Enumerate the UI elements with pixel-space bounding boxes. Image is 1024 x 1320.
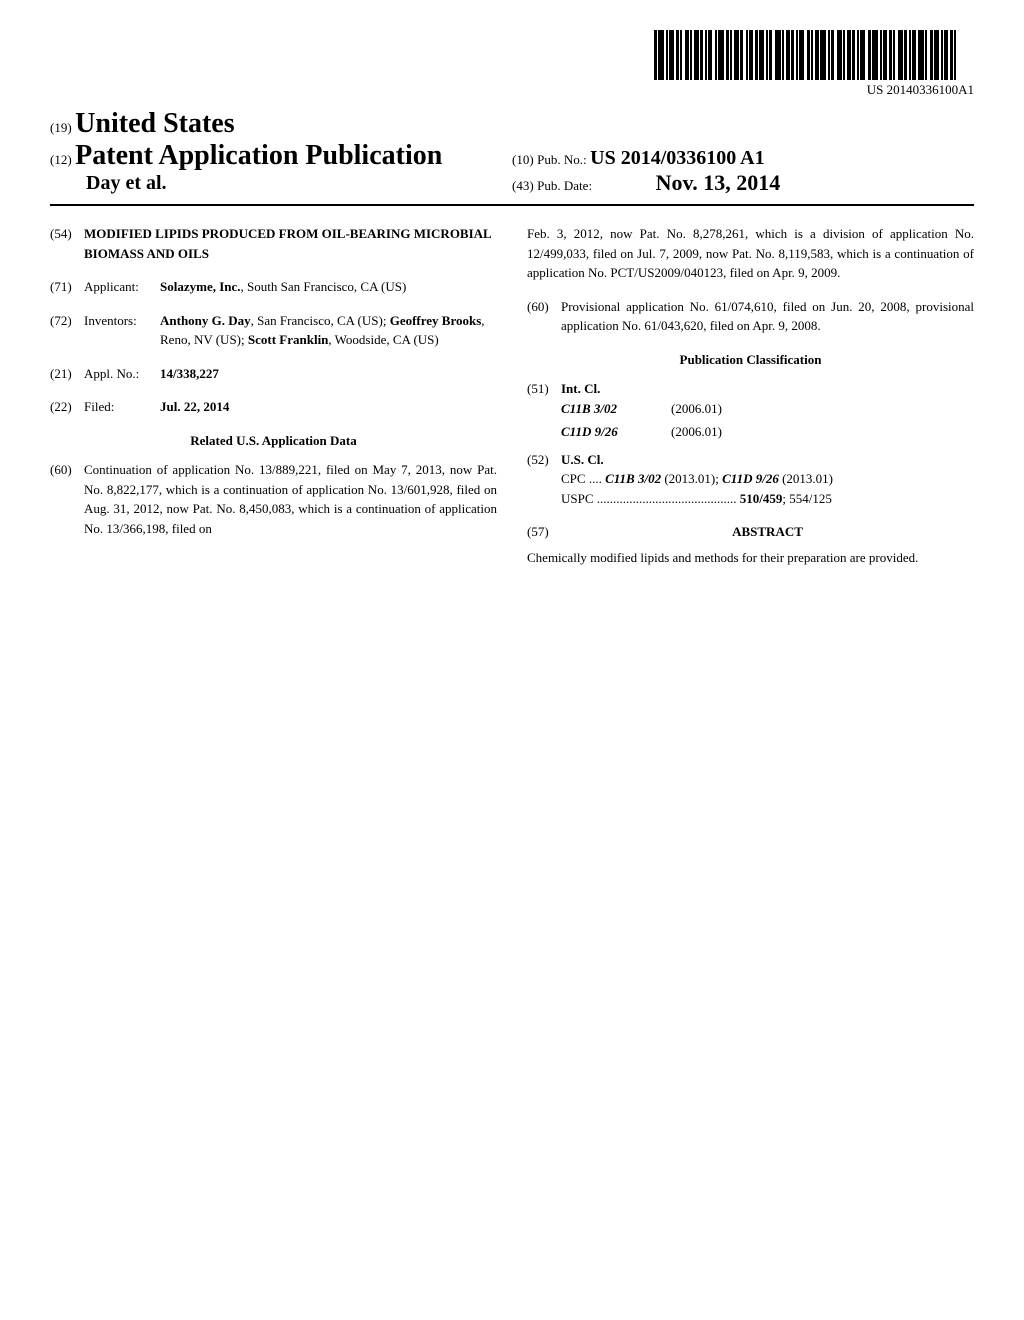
pub-type-code: (12) — [50, 152, 72, 167]
field-60b-text: Provisional application No. 61/074,610, … — [561, 297, 974, 336]
title-right: (10) Pub. No.: US 2014/0336100 A1 (43) P… — [512, 147, 974, 196]
classification-header: Publication Classification — [527, 350, 974, 370]
class-row-1: C11D 9/26 (2006.01) — [561, 422, 974, 442]
authors: Day et al. — [50, 172, 512, 195]
field-22: (22) Filed: Jul. 22, 2014 — [50, 397, 497, 417]
class-year-0: (2006.01) — [671, 399, 974, 419]
inventor-0-name: Anthony G. Day — [160, 313, 251, 328]
content-columns: (54) MODIFIED LIPIDS PRODUCED FROM OIL-B… — [50, 224, 974, 567]
field-51-label: Int. Cl. — [561, 379, 974, 399]
uspc-dots: ........................................… — [594, 491, 737, 506]
pub-no-value: US 2014/0336100 A1 — [590, 147, 764, 169]
header-section: US 20140336100A1 — [50, 30, 974, 98]
class-code-0: C11B 3/02 — [561, 399, 671, 419]
field-72-num: (72) — [50, 311, 84, 350]
field-22-num: (22) — [50, 397, 84, 417]
field-22-value: Jul. 22, 2014 — [160, 397, 497, 417]
field-51: (51) Int. Cl. C11B 3/02 (2006.01) C11D 9… — [527, 379, 974, 446]
uspc-secondary: ; 554/125 — [782, 491, 831, 506]
field-72: (72) Inventors: Anthony G. Day, San Fran… — [50, 311, 497, 350]
applicant-name: Solazyme, Inc. — [160, 279, 241, 294]
cpc-year-0: (2013.01); — [661, 471, 722, 486]
field-54: (54) MODIFIED LIPIDS PRODUCED FROM OIL-B… — [50, 224, 497, 263]
inventor-0-loc: , San Francisco, CA (US); — [251, 313, 390, 328]
field-22-label: Filed: — [84, 397, 160, 417]
cpc-code-0: C11B 3/02 — [605, 471, 661, 486]
pub-date-label: Pub. Date: — [537, 178, 592, 193]
cpc-year-1: (2013.01) — [779, 471, 833, 486]
field-60a-cont: Feb. 3, 2012, now Pat. No. 8,278,261, wh… — [527, 224, 974, 283]
applicant-location: , South San Francisco, CA (US) — [241, 279, 407, 294]
field-57-num: (57) — [527, 522, 561, 542]
field-60b-num: (60) — [527, 297, 561, 336]
related-header: Related U.S. Application Data — [50, 431, 497, 451]
uspc-main: 510/459 — [740, 491, 783, 506]
pub-date-code: (43) — [512, 178, 534, 193]
left-column: (54) MODIFIED LIPIDS PRODUCED FROM OIL-B… — [50, 224, 497, 567]
cpc-label: CPC .... — [561, 471, 602, 486]
class-year-1: (2006.01) — [671, 422, 974, 442]
inventor-1-name: Geoffrey Brooks — [390, 313, 482, 328]
class-row-0: C11B 3/02 (2006.01) — [561, 399, 974, 419]
field-72-content: Anthony G. Day, San Francisco, CA (US); … — [160, 311, 497, 350]
field-21-value: 14/338,227 — [160, 364, 497, 384]
header-right: US 20140336100A1 — [654, 30, 974, 98]
uspc-line: USPC ...................................… — [561, 489, 974, 509]
field-60a-text: Continuation of application No. 13/889,2… — [84, 460, 497, 538]
field-52-num: (52) — [527, 450, 561, 509]
field-52-content: U.S. Cl. CPC .... C11B 3/02 (2013.01); C… — [561, 450, 974, 509]
field-71-label: Applicant: — [84, 277, 160, 297]
cpc-line: CPC .... C11B 3/02 (2013.01); C11D 9/26 … — [561, 469, 974, 489]
field-21-num: (21) — [50, 364, 84, 384]
field-54-title: MODIFIED LIPIDS PRODUCED FROM OIL-BEARIN… — [84, 224, 497, 263]
field-71-content: Solazyme, Inc., South San Francisco, CA … — [160, 277, 497, 297]
field-57: (57) ABSTRACT — [527, 522, 974, 542]
field-57-label: ABSTRACT — [561, 522, 974, 542]
field-71-num: (71) — [50, 277, 84, 297]
field-60a-num: (60) — [50, 460, 84, 538]
barcode-icon — [654, 30, 974, 80]
pub-date-value: Nov. 13, 2014 — [656, 170, 781, 195]
country-code: (19) — [50, 120, 72, 135]
field-60a: (60) Continuation of application No. 13/… — [50, 460, 497, 538]
field-52: (52) U.S. Cl. CPC .... C11B 3/02 (2013.0… — [527, 450, 974, 509]
field-71: (71) Applicant: Solazyme, Inc., South Sa… — [50, 277, 497, 297]
field-54-num: (54) — [50, 224, 84, 263]
field-51-content: Int. Cl. C11B 3/02 (2006.01) C11D 9/26 (… — [561, 379, 974, 446]
title-left: (12) Patent Application Publication Day … — [50, 140, 512, 195]
cpc-code-1: C11D 9/26 — [722, 471, 779, 486]
class-code-1: C11D 9/26 — [561, 422, 671, 442]
uspc-label: USPC — [561, 491, 594, 506]
country-row: (19) United States — [50, 108, 974, 140]
field-52-label: U.S. Cl. — [561, 450, 974, 470]
title-row: (12) Patent Application Publication Day … — [50, 140, 974, 206]
pub-no-code: (10) — [512, 152, 534, 167]
inventor-2-loc: , Woodside, CA (US) — [328, 332, 438, 347]
field-21-label: Appl. No.: — [84, 364, 160, 384]
pub-type: Patent Application Publication — [75, 140, 442, 171]
field-60b: (60) Provisional application No. 61/074,… — [527, 297, 974, 336]
abstract-text: Chemically modified lipids and methods f… — [527, 548, 974, 568]
inventor-2-name: Scott Franklin — [248, 332, 329, 347]
field-51-num: (51) — [527, 379, 561, 446]
country-name: United States — [75, 108, 234, 139]
field-21: (21) Appl. No.: 14/338,227 — [50, 364, 497, 384]
pub-no-label: Pub. No.: — [537, 152, 586, 167]
field-72-label: Inventors: — [84, 311, 160, 350]
right-column: Feb. 3, 2012, now Pat. No. 8,278,261, wh… — [527, 224, 974, 567]
barcode-text: US 20140336100A1 — [654, 82, 974, 98]
